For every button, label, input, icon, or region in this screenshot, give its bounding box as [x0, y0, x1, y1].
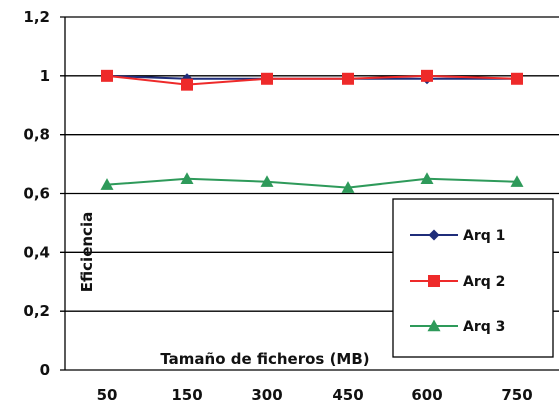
data-point: [100, 178, 114, 190]
legend-entry: Arq 1: [410, 228, 505, 244]
data-point: [341, 181, 355, 193]
y-tick-label: 0,8: [23, 126, 50, 144]
x-axis-tick-labels: 50 150 300 450 600 750: [97, 386, 533, 404]
series-line: [106, 177, 518, 189]
x-tick-label: 50: [97, 386, 118, 404]
series-layer: [100, 69, 524, 193]
x-axis-title: Tamaño de ficheros (MB): [160, 350, 369, 368]
data-point: [342, 72, 354, 85]
series-arq-3: [100, 172, 524, 193]
y-tick-label: 0: [40, 361, 50, 379]
legend-label: Arq 1: [463, 228, 505, 244]
data-point: [101, 69, 113, 82]
x-tick-label: 150: [171, 386, 202, 404]
data-point: [510, 175, 524, 187]
x-tick-label: 750: [501, 386, 532, 404]
y-tick-label: 0,6: [23, 185, 50, 203]
y-tick-label: 1,2: [23, 8, 50, 26]
data-point: [427, 319, 441, 332]
legend-entry: Arq 3: [410, 319, 505, 335]
grid-lines: [60, 16, 559, 371]
legend-entry: Arq 2: [410, 274, 505, 290]
data-point: [428, 229, 440, 241]
y-tick-label: 1: [40, 67, 50, 85]
data-point: [420, 172, 434, 184]
data-point: [261, 72, 273, 85]
data-point: [421, 69, 433, 82]
data-point: [428, 275, 440, 287]
y-tick-label: 0,4: [23, 243, 50, 261]
data-point: [260, 175, 274, 187]
legend: Arq 1 Arq 2 Arq 3: [392, 198, 554, 358]
legend-label: Arq 2: [463, 274, 505, 290]
legend-box: [392, 198, 554, 358]
legend-label: Arq 3: [463, 319, 505, 335]
y-axis-tick-labels: 0 0,2 0,4 0,6 0,8 1 1,2: [23, 8, 50, 379]
x-tick-label: 300: [251, 386, 282, 404]
x-tick-label: 450: [332, 386, 363, 404]
data-point: [511, 72, 523, 85]
series-arq-2: [101, 69, 523, 91]
legend-entries: Arq 1 Arq 2 Arq 3: [410, 228, 505, 335]
series-line: [106, 74, 518, 86]
data-point: [180, 172, 194, 184]
y-tick-label: 0,2: [23, 302, 50, 320]
y-axis-title: Eficiencia: [78, 212, 96, 292]
data-point: [181, 78, 193, 91]
x-tick-label: 600: [411, 386, 442, 404]
